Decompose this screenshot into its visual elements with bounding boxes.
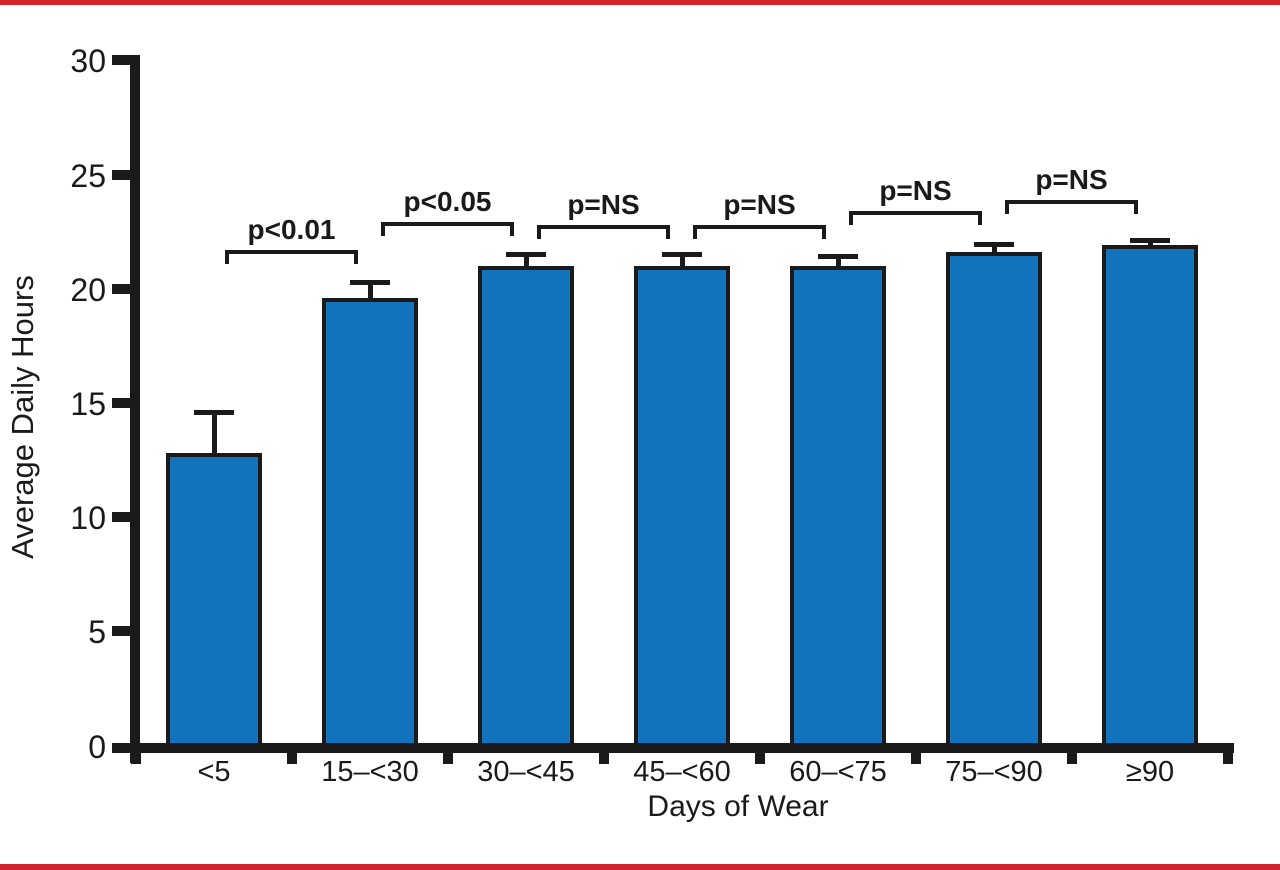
significance-bracket	[693, 224, 826, 239]
x-tick	[755, 743, 765, 764]
y-tick-label: 25	[70, 157, 106, 194]
bar-5	[790, 265, 886, 747]
x-tick	[1067, 743, 1077, 764]
y-tick-label: 15	[70, 385, 106, 422]
x-tick-label: 75–<90	[945, 756, 1043, 788]
significance-bracket	[849, 211, 982, 226]
significance-bracket	[537, 224, 670, 239]
error-bar-stem	[523, 254, 529, 269]
x-tick	[287, 743, 297, 764]
x-tick-label: 60–<75	[789, 756, 887, 788]
y-tick	[112, 283, 130, 294]
x-tick	[131, 743, 141, 764]
y-tick	[112, 512, 130, 523]
bottom-red-rule	[0, 864, 1280, 870]
bar-2	[322, 297, 418, 747]
significance-bracket	[1005, 199, 1138, 214]
error-bar-stem	[367, 281, 373, 301]
error-bar-cap	[974, 242, 1014, 248]
y-tick-label: 20	[70, 271, 106, 308]
x-tick-label: 30–<45	[477, 756, 575, 788]
x-tick	[599, 743, 609, 764]
error-bar-cap	[818, 253, 858, 259]
bar-7	[1102, 245, 1198, 747]
p-value-label: p=NS	[723, 188, 796, 220]
x-tick-label: 45–<60	[633, 756, 731, 788]
bar-1	[166, 453, 262, 747]
x-tick-label: <5	[197, 756, 231, 788]
p-value-label: p=NS	[1035, 163, 1108, 195]
x-axis-title: Days of Wear	[647, 790, 829, 823]
y-axis-line	[130, 55, 140, 763]
p-value-label: p<0.05	[403, 186, 492, 218]
error-bar-cap	[662, 252, 702, 258]
x-tick	[1223, 743, 1233, 764]
significance-bracket	[381, 222, 514, 237]
y-tick-label: 0	[88, 728, 106, 765]
y-tick-label: 30	[70, 43, 106, 80]
significance-bracket	[225, 249, 358, 264]
x-tick	[911, 743, 921, 764]
p-value-label: p=NS	[879, 175, 952, 207]
top-red-rule	[0, 0, 1280, 5]
y-axis-title: Average Daily Hours	[5, 275, 40, 559]
error-bar-stem	[679, 254, 685, 269]
error-bar-stem	[211, 412, 217, 457]
y-tick	[112, 397, 130, 408]
bar-4	[634, 265, 730, 747]
y-tick	[112, 169, 130, 180]
error-bar-stem	[991, 244, 997, 256]
x-tick-label: ≥90	[1125, 756, 1175, 788]
error-bar-cap	[506, 252, 546, 258]
x-tick-label: 15–<30	[321, 756, 419, 788]
bar-6	[946, 252, 1042, 747]
x-tick	[443, 743, 453, 764]
p-value-label: p<0.01	[247, 213, 336, 245]
y-tick	[112, 55, 130, 66]
bar-3	[478, 265, 574, 747]
x-axis-line	[112, 743, 1234, 753]
error-bar-stem	[1147, 239, 1153, 249]
y-tick-label: 10	[70, 500, 106, 537]
error-bar-stem	[835, 255, 841, 269]
y-tick	[112, 626, 130, 637]
p-value-label: p=NS	[567, 188, 640, 220]
error-bar-cap	[194, 410, 234, 416]
error-bar-cap	[1130, 237, 1170, 243]
y-tick-label: 5	[88, 614, 106, 651]
error-bar-cap	[350, 279, 390, 285]
